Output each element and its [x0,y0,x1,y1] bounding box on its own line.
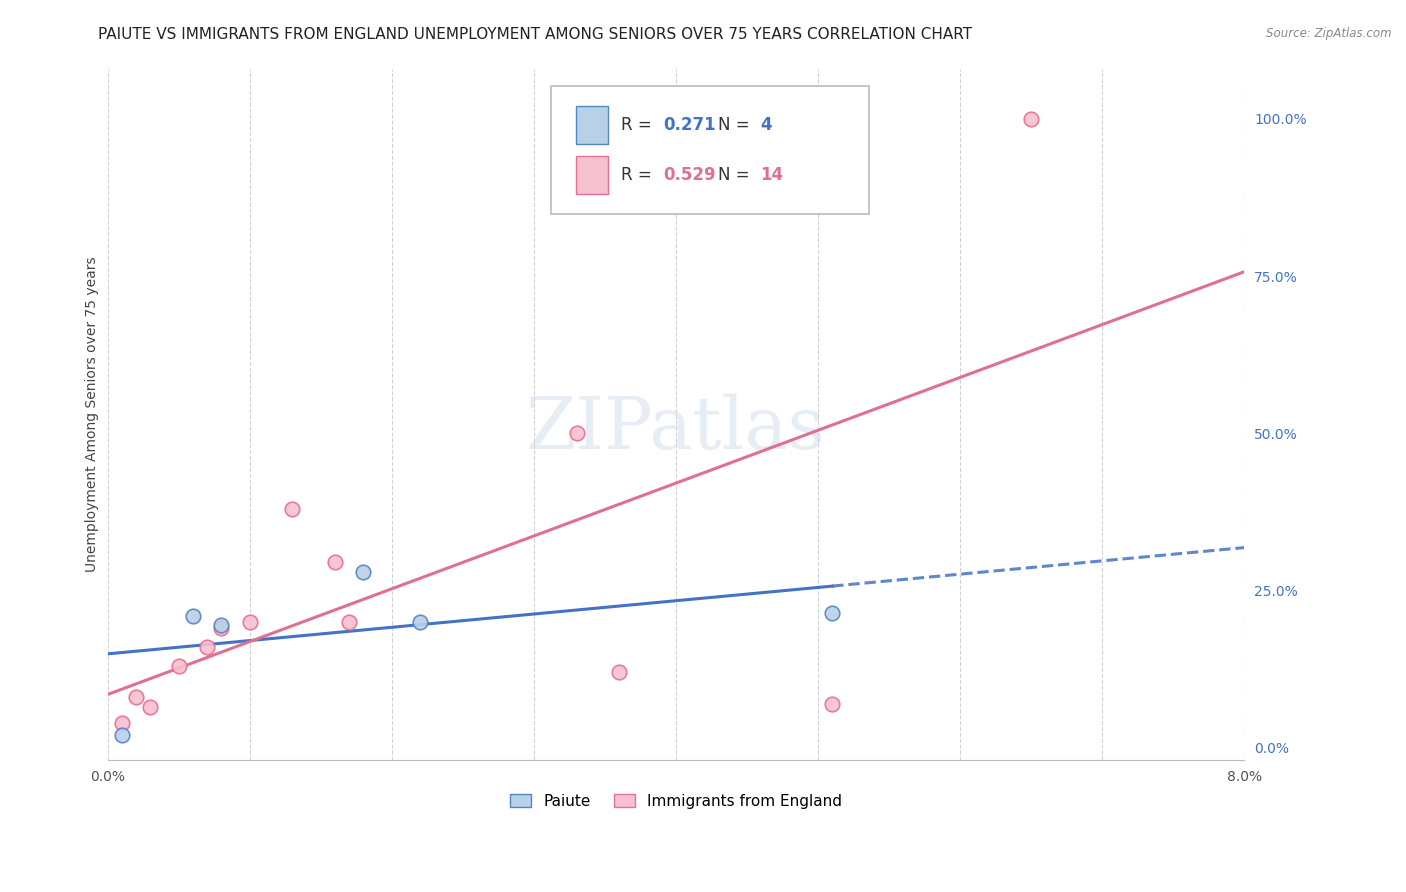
Text: R =: R = [621,166,658,184]
Point [1019,112,1042,126]
Text: Source: ZipAtlas.com: Source: ZipAtlas.com [1267,27,1392,40]
Legend: Paiute, Immigrants from England: Paiute, Immigrants from England [503,788,848,815]
Text: ZIPatlas: ZIPatlas [526,393,825,464]
Point [139,700,162,714]
Point [337,615,360,629]
Point [239,615,262,629]
Text: 0.271: 0.271 [664,116,716,134]
Point [821,697,844,711]
Point [352,565,374,579]
Point [323,555,346,569]
Point [167,659,190,673]
Point [607,665,630,680]
Point [409,615,432,629]
Point [209,621,232,635]
Text: R =: R = [621,116,658,134]
Text: N =: N = [718,116,755,134]
Text: 0.529: 0.529 [664,166,716,184]
Point [181,608,204,623]
Text: 4: 4 [761,116,772,134]
Point [565,426,588,441]
Point [281,501,304,516]
Y-axis label: Unemployment Among Seniors over 75 years: Unemployment Among Seniors over 75 years [86,257,100,573]
Point [195,640,218,655]
FancyBboxPatch shape [576,105,607,144]
Point [111,728,134,742]
Point [209,618,232,632]
FancyBboxPatch shape [576,156,607,194]
Text: PAIUTE VS IMMIGRANTS FROM ENGLAND UNEMPLOYMENT AMONG SENIORS OVER 75 YEARS CORRE: PAIUTE VS IMMIGRANTS FROM ENGLAND UNEMPL… [98,27,973,42]
FancyBboxPatch shape [551,86,869,214]
Point [125,690,148,705]
Text: N =: N = [718,166,755,184]
Point [821,606,844,620]
Point [111,715,134,730]
Text: 14: 14 [761,166,783,184]
